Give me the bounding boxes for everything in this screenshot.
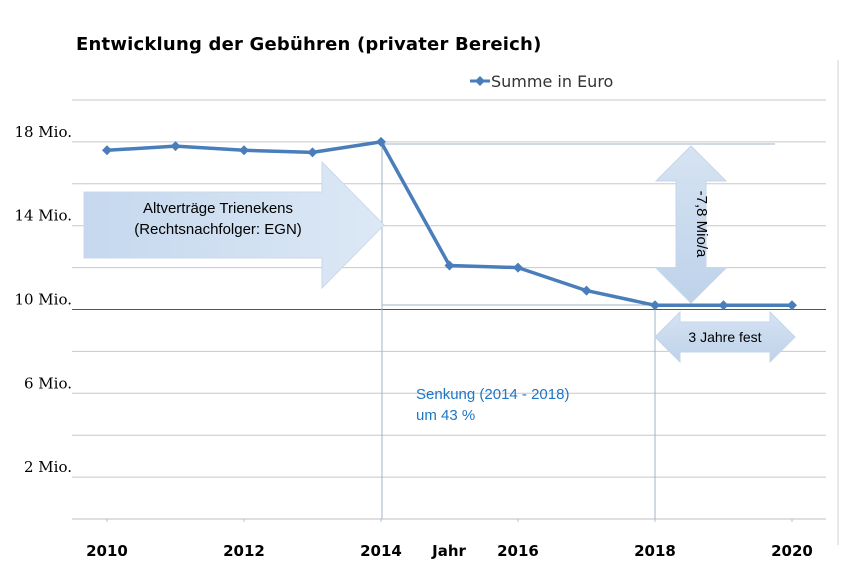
legend-label: Summe in Euro <box>491 72 613 91</box>
data-point <box>170 141 181 152</box>
x-tick-label: 2012 <box>223 542 265 560</box>
x-tick-label: 2010 <box>86 542 128 560</box>
data-point <box>513 262 523 273</box>
chart-title: Entwicklung der Gebühren (privater Berei… <box>76 34 542 55</box>
y-axis-labels: 2 Mio. 6 Mio. 10 Mio. 14 Mio. 18 Mio. <box>14 123 72 476</box>
data-point <box>650 300 660 311</box>
data-point <box>239 145 249 156</box>
reduction-note-line2: um 43 % <box>416 407 475 424</box>
x-tick-label: 2020 <box>771 542 813 560</box>
x-tick-label: 2016 <box>497 542 539 560</box>
fixed-years-label: 3 Jahre fest <box>688 329 761 345</box>
reduction-note-line1: Senkung (2014 - 2018) <box>416 386 569 403</box>
data-point <box>718 300 729 311</box>
x-axis-title: Jahr <box>431 542 466 560</box>
x-axis-labels: 2010 2012 2014 2016 2018 2020 <box>86 519 813 560</box>
reduction-label: -7,8 Mio/a <box>693 191 710 258</box>
data-point <box>444 260 455 271</box>
x-tick-label: 2018 <box>634 542 676 560</box>
y-tick-label: 18 Mio. <box>14 123 72 141</box>
arrow-label-line1: Altverträge Trienekens <box>143 200 293 217</box>
legend: Summe in Euro <box>470 72 613 91</box>
reduction-double-arrow: -7,8 Mio/a <box>654 145 728 304</box>
y-tick-label: 10 Mio. <box>14 291 72 309</box>
x-tick-label: 2014 <box>360 542 402 560</box>
y-tick-label: 2 Mio. <box>24 458 72 476</box>
y-tick-label: 14 Mio. <box>14 207 72 225</box>
data-point <box>581 285 592 296</box>
fixed-years-double-arrow: 3 Jahre fest <box>654 310 796 364</box>
series-group <box>102 136 797 311</box>
data-point <box>102 145 112 156</box>
data-point <box>376 136 386 147</box>
legend-marker <box>475 76 485 86</box>
arrow-label-line2: (Rechtsnachfolger: EGN) <box>134 221 302 238</box>
altvertraege-arrow: Altverträge Trienekens (Rechtsnachfolger… <box>83 160 385 290</box>
y-tick-label: 6 Mio. <box>24 374 72 392</box>
data-point <box>787 300 797 311</box>
data-point <box>307 147 318 158</box>
